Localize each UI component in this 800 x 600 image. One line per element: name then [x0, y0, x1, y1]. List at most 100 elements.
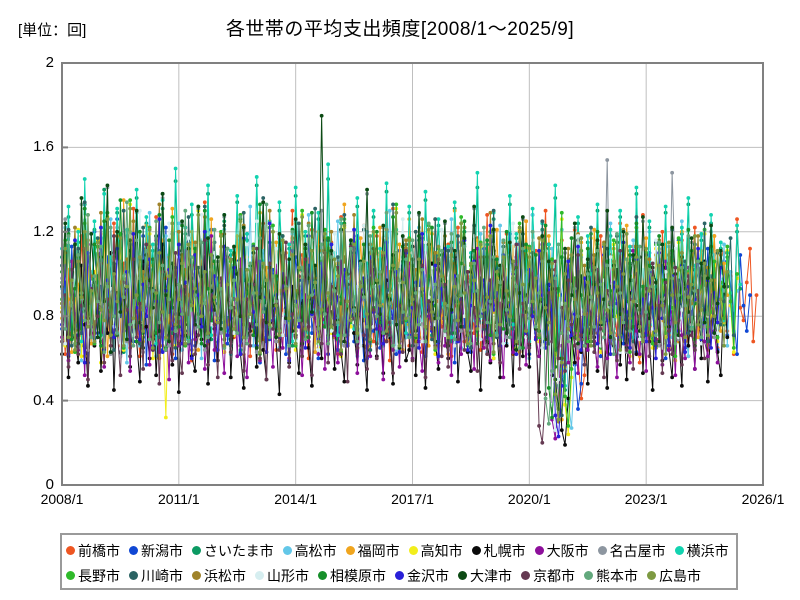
- legend-item-前橋市[interactable]: 前橋市: [66, 544, 120, 558]
- data-point: [452, 360, 457, 365]
- data-point: [391, 253, 395, 257]
- data-point: [89, 335, 94, 340]
- data-point: [507, 240, 512, 245]
- data-point: [647, 354, 652, 359]
- data-point: [624, 377, 629, 382]
- data-point: [212, 295, 217, 300]
- data-point: [673, 265, 678, 270]
- data-point: [105, 284, 110, 289]
- legend-item-京都市[interactable]: 京都市: [521, 569, 575, 583]
- data-point: [488, 234, 493, 238]
- data-point: [199, 213, 204, 217]
- legend-item-札幌市[interactable]: 札幌市: [471, 544, 526, 558]
- data-point: [563, 369, 567, 373]
- legend-item-熊本市[interactable]: 熊本市: [584, 569, 638, 583]
- data-point: [543, 208, 548, 213]
- data-point: [556, 286, 561, 291]
- data-point: [566, 339, 571, 344]
- data-point: [699, 232, 704, 236]
- legend-item-名古屋市[interactable]: 名古屋市: [597, 544, 666, 558]
- legend-item-高松市[interactable]: 高松市: [282, 544, 337, 558]
- data-point: [641, 339, 645, 344]
- data-point: [572, 360, 577, 365]
- data-point: [86, 377, 90, 382]
- data-point: [394, 345, 399, 350]
- legend-item-川崎市[interactable]: 川崎市: [129, 569, 183, 583]
- data-point: [530, 206, 535, 211]
- legend-label: 山形市: [267, 567, 309, 584]
- legend-item-高知市[interactable]: 高知市: [408, 544, 463, 558]
- data-point: [692, 225, 697, 230]
- data-point: [280, 238, 285, 243]
- legend[interactable]: 前橋市 新潟市 さいたま市 高松市 福岡市 高知市 札幌市 大阪市 名古屋市 横浜市長野市 川崎市 浜…: [60, 533, 738, 590]
- legend-label: 金沢市: [407, 567, 449, 584]
- legend-item-さいたま市[interactable]: さいたま市: [192, 544, 274, 558]
- data-point: [277, 200, 282, 205]
- data-point: [115, 299, 120, 304]
- data-point: [446, 364, 451, 369]
- data-point: [475, 326, 480, 331]
- data-point: [125, 284, 129, 289]
- data-point: [76, 229, 81, 234]
- legend-item-福岡市[interactable]: 福岡市: [345, 544, 400, 558]
- legend-marker-icon: [66, 546, 75, 555]
- data-point: [462, 236, 467, 241]
- legend-item-大阪市[interactable]: 大阪市: [534, 544, 589, 558]
- legend-row: 前橋市 新潟市 さいたま市 高松市 福岡市 高知市 札幌市 大阪市 名古屋市 横浜市: [62, 538, 736, 563]
- data-point: [245, 267, 249, 272]
- data-point: [475, 246, 480, 251]
- data-point: [452, 248, 457, 253]
- legend-label: 浜松市: [204, 567, 246, 584]
- data-point: [316, 352, 321, 357]
- data-point: [228, 350, 233, 354]
- data-point: [748, 246, 752, 251]
- data-point: [112, 348, 116, 352]
- data-point: [436, 244, 441, 249]
- legend-item-相模原市[interactable]: 相模原市: [318, 569, 386, 583]
- data-point: [611, 238, 616, 243]
- data-point: [423, 339, 428, 344]
- data-point: [92, 274, 97, 279]
- data-point: [284, 286, 288, 291]
- data-point: [540, 234, 545, 238]
- data-point: [650, 276, 655, 281]
- data-point: [491, 356, 496, 361]
- data-point: [173, 329, 178, 333]
- data-point: [170, 215, 175, 219]
- data-point: [413, 373, 418, 378]
- data-point: [514, 242, 519, 247]
- legend-item-浜松市[interactable]: 浜松市: [192, 569, 246, 583]
- legend-item-長野市[interactable]: 長野市: [66, 569, 120, 583]
- data-point: [69, 337, 74, 342]
- data-point: [384, 339, 389, 344]
- data-point: [261, 310, 266, 314]
- data-point: [150, 288, 155, 293]
- data-point: [566, 246, 571, 251]
- data-point: [579, 348, 584, 352]
- legend-item-横浜市[interactable]: 横浜市: [674, 544, 729, 558]
- data-point: [413, 291, 418, 295]
- data-point: [196, 204, 201, 209]
- data-point: [456, 379, 460, 384]
- data-point: [462, 348, 467, 352]
- data-point: [433, 217, 438, 222]
- data-point: [449, 373, 454, 378]
- legend-item-山形市[interactable]: 山形市: [255, 569, 309, 583]
- data-point: [102, 191, 107, 196]
- data-point: [615, 358, 619, 363]
- data-point: [689, 282, 694, 287]
- data-point: [550, 415, 554, 420]
- legend-item-大津市[interactable]: 大津市: [458, 569, 512, 583]
- data-point: [582, 263, 587, 268]
- legend-item-新潟市[interactable]: 新潟市: [129, 544, 183, 558]
- data-point: [566, 424, 571, 428]
- legend-item-広島市[interactable]: 広島市: [647, 569, 701, 583]
- data-point: [378, 269, 382, 274]
- data-point: [82, 229, 87, 234]
- data-point: [741, 318, 746, 323]
- data-point: [267, 208, 272, 213]
- data-point: [689, 236, 694, 241]
- data-point: [537, 236, 541, 241]
- legend-item-金沢市[interactable]: 金沢市: [395, 569, 449, 583]
- data-point: [267, 221, 272, 226]
